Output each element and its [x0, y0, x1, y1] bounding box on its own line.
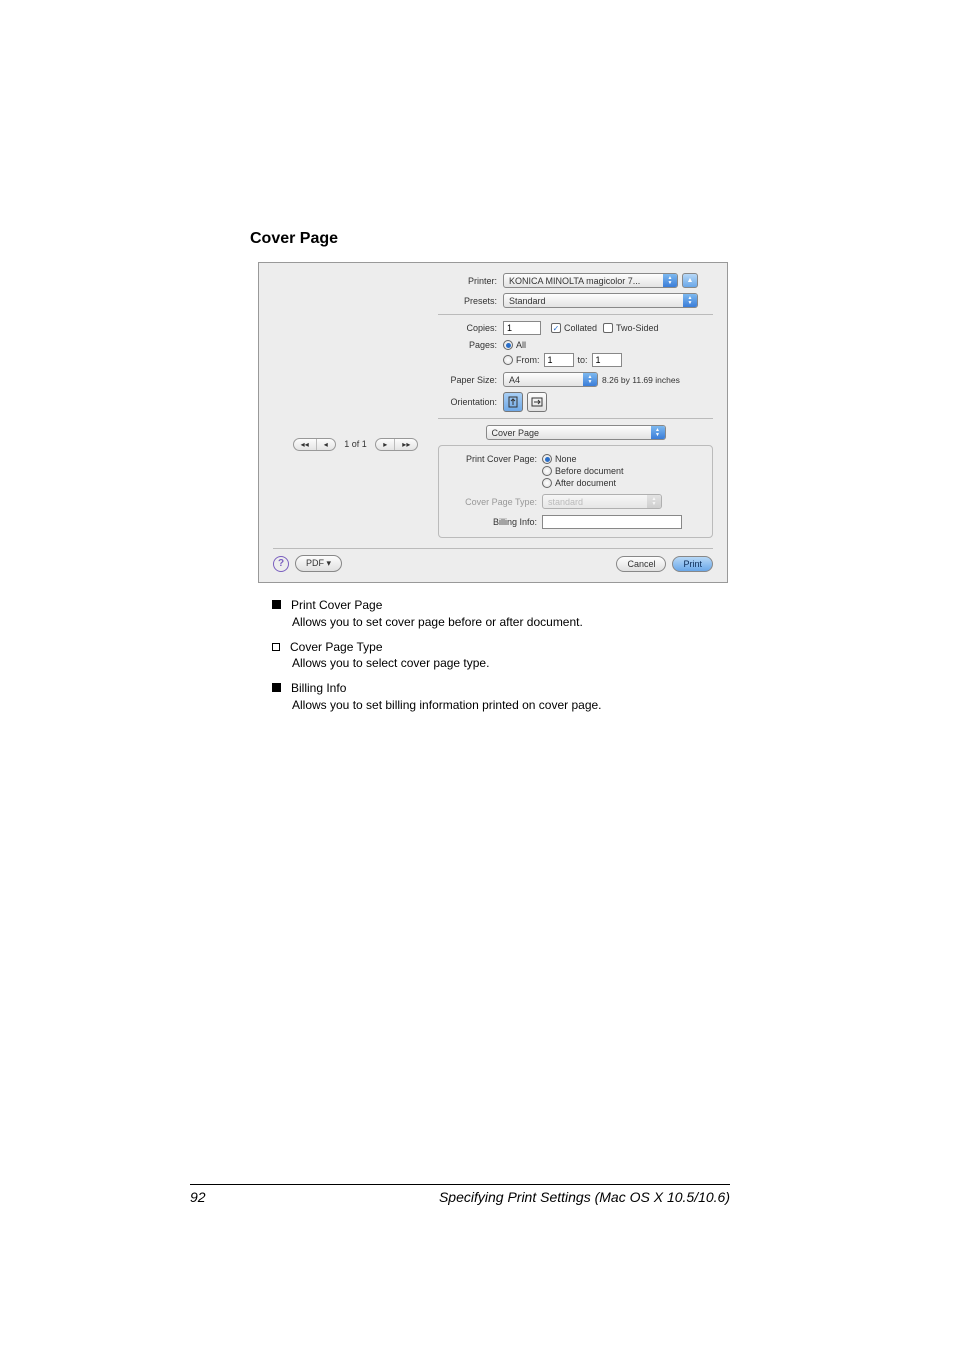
copies-input[interactable] — [503, 321, 541, 335]
footer-text: Specifying Print Settings (Mac OS X 10.5… — [439, 1189, 730, 1205]
two-sided-checkbox[interactable] — [603, 323, 613, 333]
cancel-button[interactable]: Cancel — [616, 556, 666, 572]
cover-after-label: After document — [555, 478, 616, 488]
cover-before-radio[interactable] — [542, 466, 552, 476]
billing-info-input[interactable] — [542, 515, 682, 529]
bullet-title: Print Cover Page — [291, 598, 382, 612]
list-item: Cover Page Type Allows you to select cov… — [272, 639, 720, 673]
paper-size-value: A4 — [504, 375, 583, 385]
cover-page-type-label: Cover Page Type: — [447, 497, 542, 507]
print-cover-page-label: Print Cover Page: — [447, 454, 542, 488]
triangle-icon: ▲ — [687, 277, 694, 284]
pages-all-label: All — [516, 340, 526, 350]
square-bullet-icon — [272, 600, 281, 609]
page-footer: 92 Specifying Print Settings (Mac OS X 1… — [190, 1176, 730, 1205]
orientation-label: Orientation: — [438, 397, 503, 407]
cover-page-type-value: standard — [543, 497, 647, 507]
cover-page-type-combo[interactable]: standard ▲▼ — [542, 494, 662, 509]
combo-arrows-icon: ▲▼ — [583, 373, 597, 386]
bullet-list: Print Cover Page Allows you to set cover… — [272, 597, 720, 714]
collated-checkbox[interactable]: ✓ — [551, 323, 561, 333]
page-number: 92 — [190, 1189, 206, 1205]
divider — [438, 314, 713, 315]
bullet-title: Cover Page Type — [290, 640, 383, 654]
help-button[interactable]: ? — [273, 556, 289, 572]
printer-label: Printer: — [438, 276, 503, 286]
combo-arrows-icon: ▲▼ — [651, 426, 665, 439]
paper-dims: 8.26 by 11.69 inches — [602, 375, 680, 385]
from-input[interactable] — [544, 353, 574, 367]
square-bullet-icon — [272, 643, 280, 651]
combo-arrows-icon: ▲▼ — [683, 294, 697, 307]
cover-before-label: Before document — [555, 466, 624, 476]
nav-last[interactable]: ▸▸ — [395, 439, 417, 450]
divider — [273, 548, 713, 549]
printer-info-button[interactable]: ▲ — [682, 273, 698, 288]
section-heading: Cover Page — [250, 230, 720, 248]
preview-nav[interactable]: ◂◂ ◂ — [293, 438, 336, 451]
divider — [438, 418, 713, 419]
cover-page-group: Print Cover Page: None Before document — [438, 445, 713, 538]
printer-value: KONICA MINOLTA magicolor 7... — [504, 276, 663, 286]
two-sided-label: Two-Sided — [616, 323, 659, 333]
combo-arrows-icon: ▲▼ — [647, 495, 661, 508]
to-input[interactable] — [592, 353, 622, 367]
footer-rule — [190, 1184, 730, 1185]
paper-size-combo[interactable]: A4 ▲▼ — [503, 372, 598, 387]
list-item: Print Cover Page Allows you to set cover… — [272, 597, 720, 631]
cover-none-radio[interactable] — [542, 454, 552, 464]
bullet-desc: Allows you to set billing information pr… — [292, 697, 720, 714]
orientation-portrait[interactable] — [503, 392, 523, 412]
panel-menu-combo[interactable]: Cover Page ▲▼ — [486, 425, 666, 440]
list-item: Billing Info Allows you to set billing i… — [272, 680, 720, 714]
orientation-landscape[interactable] — [527, 392, 547, 412]
printer-combo[interactable]: KONICA MINOLTA magicolor 7... ▲▼ — [503, 273, 678, 288]
paper-size-label: Paper Size: — [438, 375, 503, 385]
print-dialog: ◂◂ ◂ 1 of 1 ▸ ▸▸ Printer: — [258, 262, 728, 583]
presets-combo[interactable]: Standard ▲▼ — [503, 293, 698, 308]
bullet-desc: Allows you to set cover page before or a… — [292, 614, 720, 631]
panel-menu-value: Cover Page — [487, 428, 651, 438]
cover-after-radio[interactable] — [542, 478, 552, 488]
copies-label: Copies: — [438, 323, 503, 333]
preview-nav-fwd[interactable]: ▸ ▸▸ — [375, 438, 418, 451]
presets-label: Presets: — [438, 296, 503, 306]
preview-column: ◂◂ ◂ 1 of 1 ▸ ▸▸ — [273, 273, 438, 538]
nav-first[interactable]: ◂◂ — [294, 439, 317, 450]
presets-value: Standard — [504, 296, 683, 306]
portrait-icon — [508, 396, 518, 408]
nav-next[interactable]: ▸ — [376, 439, 395, 450]
print-button[interactable]: Print — [672, 556, 713, 572]
bullet-title: Billing Info — [291, 681, 346, 695]
pages-label: Pages: — [438, 340, 503, 350]
page-indicator: 1 of 1 — [344, 439, 367, 449]
cover-none-label: None — [555, 454, 577, 464]
pdf-button[interactable]: PDF ▾ — [295, 555, 342, 572]
billing-info-label: Billing Info: — [447, 517, 542, 527]
pages-range-radio[interactable] — [503, 355, 513, 365]
square-bullet-icon — [272, 683, 281, 692]
controls-column: Printer: KONICA MINOLTA magicolor 7... ▲… — [438, 273, 713, 538]
bullet-desc: Allows you to select cover page type. — [292, 655, 720, 672]
nav-prev[interactable]: ◂ — [317, 439, 335, 450]
combo-arrows-icon: ▲▼ — [663, 274, 677, 287]
to-label: to: — [578, 355, 588, 365]
collated-label: Collated — [564, 323, 597, 333]
from-label: From: — [516, 355, 540, 365]
landscape-icon — [531, 397, 543, 407]
pages-all-radio[interactable] — [503, 340, 513, 350]
